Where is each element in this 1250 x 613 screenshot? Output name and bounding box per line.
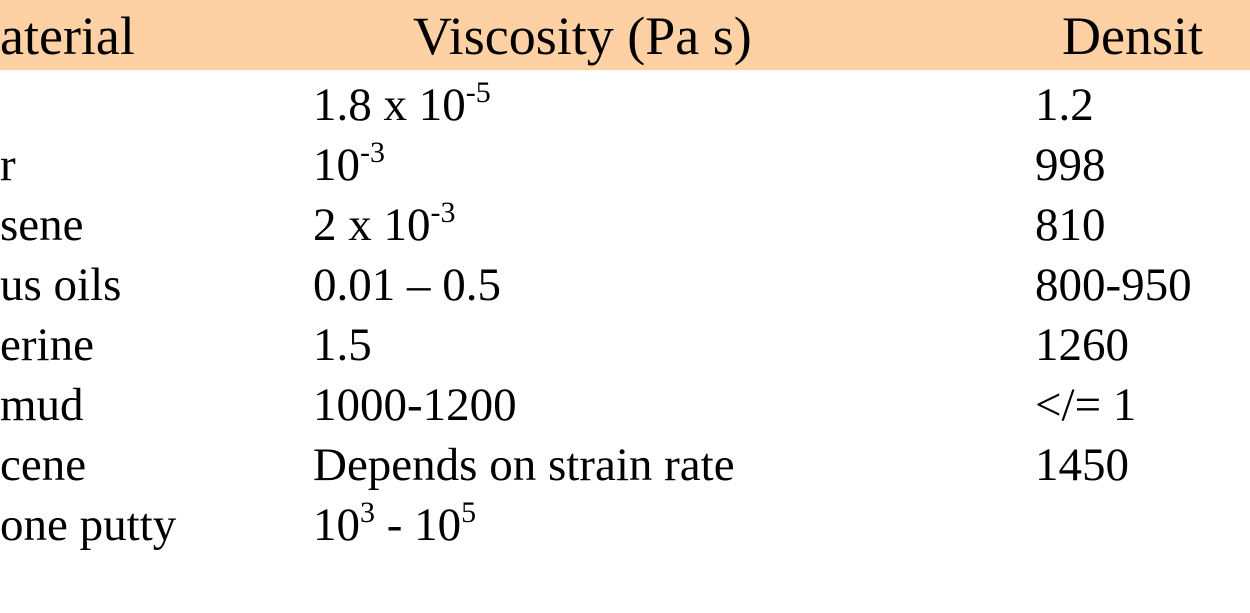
- text-part: 2 x 10: [313, 199, 431, 251]
- text-part: 1.8 x 10: [313, 79, 466, 131]
- material-cell: r: [0, 139, 16, 191]
- viscosity-cell: 2 x 10-3: [313, 198, 456, 251]
- material-cell: us oils: [0, 259, 122, 311]
- exponent: -3: [360, 136, 385, 169]
- exponent: -3: [430, 196, 456, 229]
- text-part: Depends on strain rate: [313, 439, 735, 491]
- material-cell: mud: [0, 379, 84, 431]
- density-cell: 1450: [1035, 439, 1129, 491]
- viscosity-cell: 1.8 x 10-5: [313, 78, 491, 131]
- text-part: 1.5: [313, 319, 372, 371]
- header-cell: Viscosity (Pa s): [413, 6, 752, 66]
- viscosity-cell: 1.5: [313, 320, 372, 370]
- header-cell: aterial: [0, 6, 135, 66]
- text-part: - 10: [375, 499, 462, 551]
- text-part: 10: [313, 499, 360, 551]
- viscosity-cell: 103 - 105: [313, 498, 476, 551]
- viscosity-cell: Depends on strain rate: [313, 440, 735, 490]
- text-part: 0.01 – 0.5: [313, 259, 501, 311]
- material-cell: erine: [0, 319, 94, 371]
- density-cell: 800-950: [1035, 259, 1192, 311]
- table-header: aterial Viscosity (Pa s) Densit: [0, 0, 1250, 70]
- density-cell: </= 1: [1035, 379, 1137, 431]
- density-cell: 1260: [1035, 319, 1129, 371]
- viscosity-cell: 0.01 – 0.5: [313, 260, 501, 310]
- viscosity-cell: 1000-1200: [313, 380, 517, 430]
- material-cell: cene: [0, 439, 87, 491]
- exponent: 3: [360, 496, 375, 529]
- header-cell: Densit: [1062, 6, 1203, 66]
- material-cell: one putty: [0, 499, 177, 551]
- text-part: 10: [313, 139, 360, 191]
- text-part: 1000-1200: [313, 379, 517, 431]
- density-cell: 1.2: [1035, 79, 1094, 131]
- density-cell: 810: [1035, 199, 1106, 251]
- viscosity-cell: 10-3: [313, 138, 385, 191]
- density-cell: 998: [1035, 139, 1106, 191]
- material-cell: sene: [0, 199, 84, 251]
- exponent: 5: [461, 496, 477, 529]
- exponent: -5: [465, 76, 491, 109]
